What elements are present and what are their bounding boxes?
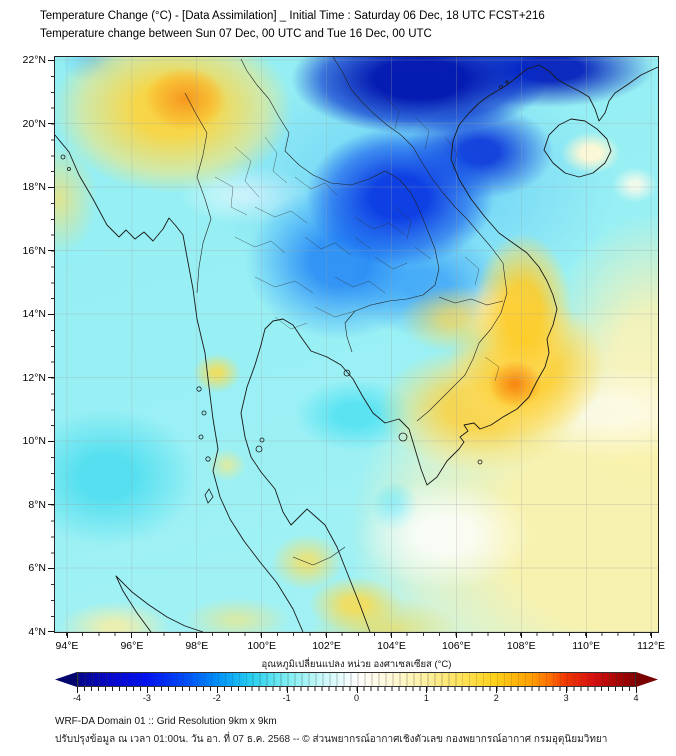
temperature-anomaly-field [55, 57, 658, 632]
colorbar-tick-value: -2 [212, 693, 221, 703]
title-block: Temperature Change (°C) - [Data Assimila… [40, 7, 545, 43]
province-borders [214, 96, 500, 382]
y-axis-tick [48, 631, 54, 632]
x-axis-tick [585, 633, 587, 638]
x-axis-tick [650, 633, 652, 638]
x-axis-label: 104°E [377, 640, 406, 652]
y-axis-minor-ticks [51, 60, 54, 632]
colorbar-left-arrow [55, 672, 77, 687]
colorbar-tick-value: 2 [493, 693, 499, 703]
colorbar-label: อุณหภูมิเปลี่ยนแปลง หน่วย องศาเซลเซียส (… [261, 659, 452, 670]
x-axis-label: 112°E [637, 640, 666, 652]
x-axis-tick [196, 633, 198, 638]
y-axis-tick [48, 59, 54, 61]
map-plot [54, 56, 659, 633]
x-axis-tick [131, 633, 133, 638]
y-axis-tick [48, 440, 54, 442]
y-axis-label: 6°N [28, 562, 46, 574]
y-axis-tick [48, 377, 54, 378]
footer-update-info: ปรับปรุงข้อมูล ณ เวลา 01:00น. วัน อา. ที… [55, 734, 608, 745]
colorbar-tick-value: 4 [633, 693, 639, 703]
x-axis-tick [455, 633, 457, 638]
country-borders [184, 57, 508, 566]
y-axis-label: 20°N [22, 117, 46, 130]
y-axis-label: 12°N [22, 371, 46, 384]
colorbar-tick-value: 1 [423, 693, 429, 703]
x-axis-tick [66, 633, 68, 638]
x-axis-label: 110°E [572, 640, 601, 652]
colorbar-tick-value: 3 [563, 693, 569, 703]
x-axis-label: 106°E [442, 640, 471, 652]
x-axis-label: 96°E [120, 640, 144, 652]
x-axis-tick [391, 633, 392, 638]
colorbar-gradient [77, 672, 636, 687]
y-axis-label: 22°N [22, 54, 46, 66]
x-axis-label: 108°E [506, 640, 536, 652]
page-subtitle: Temperature change between Sun 07 Dec, 0… [40, 28, 432, 40]
colorbar-tick-value: -4 [72, 693, 82, 703]
colorbar [55, 672, 658, 687]
geography-overlay [55, 57, 658, 632]
x-axis-label: 98°E [185, 640, 209, 652]
x-axis-minor-ticks [66, 633, 653, 636]
x-axis-label: 102°E [312, 640, 341, 652]
colorbar-tick [566, 687, 568, 693]
colorbar-tick-value: -1 [282, 693, 291, 703]
colorbar-right-arrow [636, 672, 658, 687]
y-axis-label: 4°N [28, 625, 46, 638]
y-axis-tick [48, 250, 54, 251]
colorbar-tick [426, 687, 428, 693]
x-axis-tick [520, 633, 522, 638]
colorbar-tick [496, 687, 498, 693]
coastlines [55, 64, 658, 632]
footer-domain-info: WRF-DA Domain 01 :: Grid Resolution 9km … [55, 716, 277, 727]
y-axis-tick [48, 567, 54, 569]
x-axis-tick [261, 633, 263, 638]
y-axis-tick [48, 504, 54, 505]
colorbar-tick [286, 687, 288, 693]
y-axis-label: 10°N [22, 435, 46, 447]
colorbar-tick [216, 687, 218, 693]
grid-lines [55, 57, 658, 632]
y-axis-label: 18°N [22, 181, 46, 193]
x-axis-tick [326, 633, 328, 638]
y-axis-label: 16°N [22, 244, 46, 257]
colorbar-tick-value: -3 [142, 693, 151, 703]
y-axis-tick [48, 186, 54, 188]
page-title: Temperature Change (°C) - [Data Assimila… [40, 10, 545, 22]
y-axis-label: 14°N [22, 308, 46, 320]
y-axis-tick [48, 313, 54, 315]
y-axis-label: 8°N [28, 498, 46, 511]
colorbar-tick [146, 687, 148, 693]
colorbar-tick [356, 687, 358, 693]
y-axis-tick [48, 123, 54, 124]
x-axis-label: 94°E [55, 640, 79, 652]
colorbar-tick-value: 0 [353, 693, 360, 703]
colorbar-tick [77, 687, 78, 693]
x-axis-label: 100°E [247, 640, 277, 652]
colorbar-tick [636, 687, 637, 693]
